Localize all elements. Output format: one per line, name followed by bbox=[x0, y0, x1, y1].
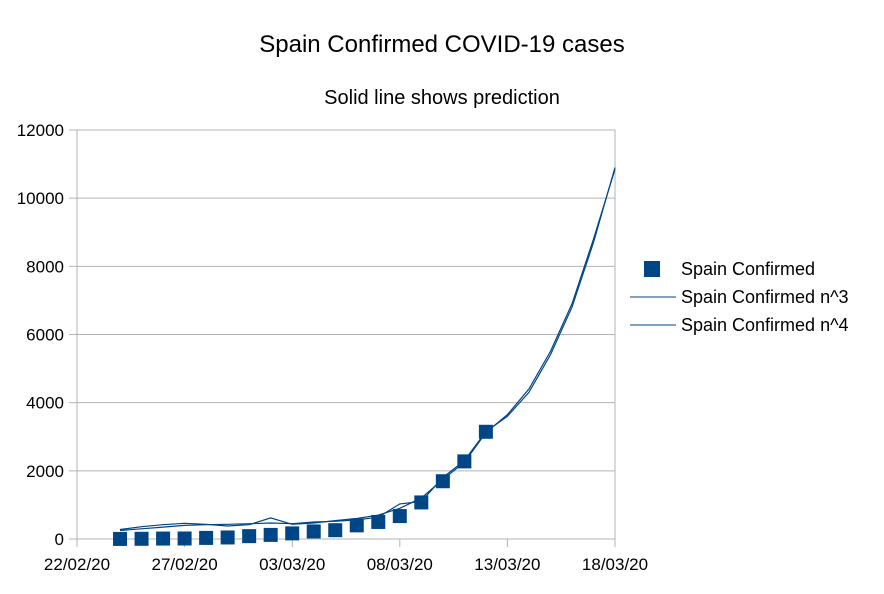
data-point-spain-confirmed bbox=[285, 526, 300, 541]
x-tick-label: 18/03/20 bbox=[582, 555, 648, 574]
y-tick-label: 2000 bbox=[26, 462, 64, 481]
axes bbox=[69, 129, 616, 547]
y-tick-label: 6000 bbox=[26, 326, 64, 345]
chart-subtitle: Solid line shows prediction bbox=[324, 87, 560, 109]
data-point-spain-confirmed bbox=[242, 529, 257, 544]
x-tick-label: 27/02/20 bbox=[152, 555, 218, 574]
data-point-spain-confirmed bbox=[156, 531, 171, 546]
data-point-spain-confirmed bbox=[371, 514, 386, 529]
y-tick-label: 0 bbox=[55, 530, 64, 549]
y-tick-label: 8000 bbox=[26, 257, 64, 276]
legend-marker-spain-confirmed bbox=[644, 261, 660, 277]
tick-labels: 0 2000 4000 6000 8000 10000 12000 22/02/20 27/02… bbox=[17, 121, 648, 574]
data-point-spain-confirmed bbox=[199, 530, 214, 545]
data-point-spain-confirmed bbox=[328, 523, 343, 538]
gridlines bbox=[77, 129, 615, 540]
data-point-spain-confirmed bbox=[113, 531, 128, 546]
data-point-spain-confirmed bbox=[478, 424, 493, 439]
legend-label-n3: Spain Confirmed n^3 bbox=[681, 287, 849, 307]
y-tick-label: 12000 bbox=[17, 121, 64, 140]
data-point-spain-confirmed bbox=[457, 454, 472, 469]
data-point-spain-confirmed bbox=[349, 518, 364, 533]
series-line-n3 bbox=[119, 167, 616, 532]
data-point-spain-confirmed bbox=[220, 530, 235, 545]
legend-label-spain-confirmed: Spain Confirmed bbox=[681, 259, 815, 279]
series-line-n4 bbox=[119, 169, 616, 531]
x-tick-label: 13/03/20 bbox=[474, 555, 540, 574]
data-point-spain-confirmed bbox=[306, 524, 321, 539]
x-tick-label: 03/03/20 bbox=[259, 555, 325, 574]
x-tick-label: 22/02/20 bbox=[44, 555, 110, 574]
y-tick-label: 4000 bbox=[26, 394, 64, 413]
legend-label-n4: Spain Confirmed n^4 bbox=[681, 315, 849, 335]
data-point-spain-confirmed bbox=[414, 495, 429, 510]
data-point-spain-confirmed bbox=[134, 531, 149, 546]
x-tick-label: 08/03/20 bbox=[367, 555, 433, 574]
y-tick-label: 10000 bbox=[17, 189, 64, 208]
series-area bbox=[113, 167, 616, 546]
legend: Spain Confirmed Spain Confirmed n^3 Spai… bbox=[630, 259, 849, 335]
data-point-spain-confirmed bbox=[392, 509, 407, 524]
data-point-spain-confirmed bbox=[263, 527, 278, 542]
data-point-spain-confirmed bbox=[177, 531, 192, 546]
data-point-spain-confirmed bbox=[435, 474, 450, 489]
chart-title: Spain Confirmed COVID-19 cases bbox=[259, 31, 624, 58]
